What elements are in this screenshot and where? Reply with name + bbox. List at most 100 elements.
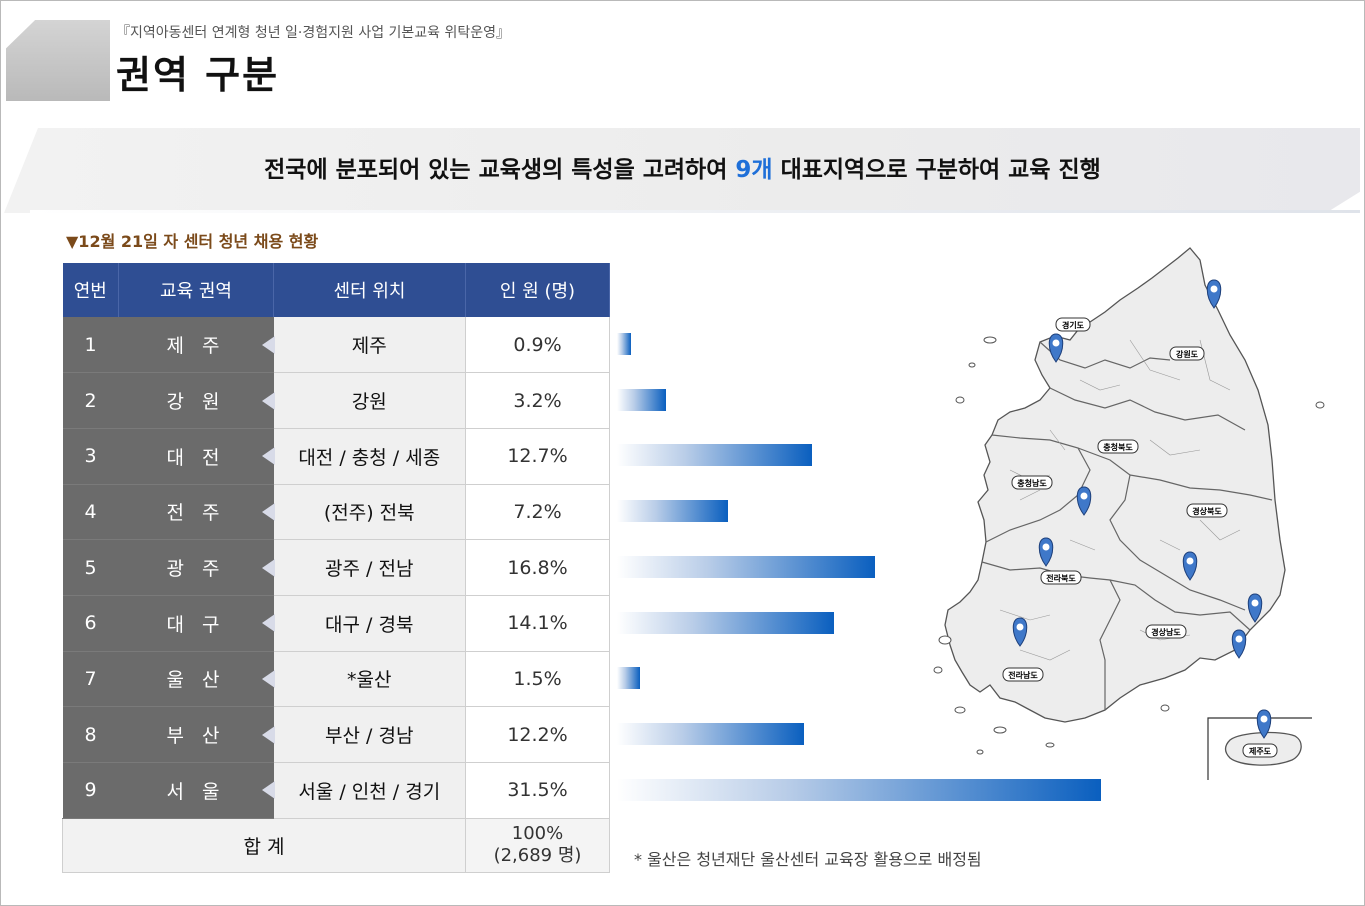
percentage-bar [617, 444, 813, 467]
table-row: 2 강 원 강원 3.2% [62, 372, 610, 429]
row-number: 3 [62, 428, 119, 485]
row-region: 울 산 [118, 651, 275, 708]
row-number: 5 [62, 539, 119, 596]
islands [933, 336, 1325, 755]
row-number: 9 [62, 762, 119, 819]
row-notch [261, 558, 275, 577]
row-region: 대 전 [118, 428, 275, 485]
table-row: 7 울 산 *울산 1.5% [62, 651, 610, 708]
row-region: 강 원 [118, 372, 275, 429]
location-pin-icon [1256, 709, 1272, 739]
row-center: 서울 / 인천 / 경기 [273, 762, 466, 819]
row-notch [261, 725, 275, 744]
section-title: ▼12월 21일 자 센터 청년 채용 현황 [66, 232, 319, 251]
label-jeonnam: 전라남도 [1008, 670, 1038, 680]
row-center: 부산 / 경남 [273, 706, 466, 763]
row-center: (전주) 전북 [273, 484, 466, 541]
percentage-bar [617, 667, 641, 690]
header-no: 연번 [62, 263, 119, 317]
row-region: 대 구 [118, 595, 275, 652]
percentage-bar [617, 500, 728, 523]
label-gangwon: 강원도 [1176, 349, 1199, 359]
row-notch [261, 614, 275, 633]
table-row: 5 광 주 광주 / 전남 16.8% [62, 539, 610, 596]
location-pin-icon [1206, 279, 1222, 309]
row-number: 6 [62, 595, 119, 652]
row-region-label: 서 울 [166, 780, 226, 803]
percentage-bar [617, 555, 876, 578]
row-region-label: 전 주 [166, 502, 226, 525]
province-borders [981, 341, 1273, 710]
header-people: 인 원 (명) [465, 263, 610, 317]
row-people: 16.8% [465, 539, 610, 596]
row-people: 31.5% [465, 762, 610, 819]
mainland-outline [944, 247, 1286, 723]
row-people: 7.2% [465, 484, 610, 541]
region-labels: 경기도 강원도 충청북도 충청남도 경상북도 전라북도 경상남도 전라남도 제주… [1002, 317, 1278, 758]
total-value: 100% (2,689 명) [465, 817, 610, 873]
header-tab-decoration [6, 20, 110, 101]
row-region-label: 울 산 [166, 669, 226, 692]
label-gyeongnam: 경상남도 [1151, 627, 1181, 637]
row-notch [261, 335, 275, 354]
row-people: 0.9% [465, 317, 610, 374]
total-row: 합 계 100% (2,689 명) [62, 817, 610, 873]
row-center: *울산 [273, 651, 466, 708]
row-number: 2 [62, 372, 119, 429]
row-center: 광주 / 전남 [273, 539, 466, 596]
row-notch [261, 781, 275, 800]
percentage-bar [617, 722, 805, 745]
row-region: 서 울 [118, 762, 275, 819]
page-title: 권역 구분 [116, 53, 280, 97]
row-region: 제 주 [118, 317, 275, 374]
location-pin-icon [1048, 333, 1064, 363]
table-row: 3 대 전 대전 / 충청 / 세종 12.7% [62, 428, 610, 485]
percentage-bar [617, 388, 667, 411]
row-center: 대전 / 충청 / 세종 [273, 428, 466, 485]
row-center: 대구 / 경북 [273, 595, 466, 652]
location-pin-icon [1012, 617, 1028, 647]
row-number: 1 [62, 317, 119, 374]
row-region: 전 주 [118, 484, 275, 541]
row-region: 부 산 [118, 706, 275, 763]
table-row: 1 제 주 제주 0.9% [62, 317, 610, 374]
row-region-label: 강 원 [166, 391, 226, 414]
row-notch [261, 391, 275, 410]
row-region-label: 대 구 [166, 613, 226, 636]
korea-map: 경기도 강원도 충청북도 충청남도 경상북도 전라북도 경상남도 전라남도 제주… [933, 247, 1325, 780]
table-row: 6 대 구 대구 / 경북 14.1% [62, 595, 610, 652]
row-center: 제주 [273, 317, 466, 374]
row-region-label: 대 전 [166, 446, 226, 469]
row-people: 1.5% [465, 651, 610, 708]
row-people: 12.2% [465, 706, 610, 763]
row-number: 8 [62, 706, 119, 763]
percentage-bar [617, 778, 1101, 801]
row-people: 12.7% [465, 428, 610, 485]
map-land [944, 247, 1302, 766]
label-jeonbuk: 전라북도 [1046, 573, 1076, 583]
table-row: 9 서 울 서울 / 인천 / 경기 31.5% [62, 762, 610, 819]
row-number: 4 [62, 484, 119, 541]
total-label: 합 계 [62, 817, 466, 873]
table-row: 8 부 산 부산 / 경남 12.2% [62, 706, 610, 763]
row-notch [261, 669, 275, 688]
summary-banner [4, 128, 1360, 213]
header-region: 교육 권역 [118, 263, 274, 317]
summary-text: 전국에 분포되어 있는 교육생의 특성을 고려하여 9개 대표지역으로 구분하여… [0, 150, 1365, 184]
summary-text-before: 전국에 분포되어 있는 교육생의 특성을 고려하여 [264, 157, 736, 183]
location-pin-icon [1247, 593, 1263, 623]
header-center: 센터 위치 [273, 263, 466, 317]
jeju-inset-frame [1207, 717, 1312, 780]
row-people: 3.2% [465, 372, 610, 429]
label-jeju: 제주도 [1249, 746, 1272, 756]
summary-highlight: 9개 [735, 157, 773, 183]
row-people: 14.1% [465, 595, 610, 652]
row-notch [261, 447, 275, 466]
row-number: 7 [62, 651, 119, 708]
percentage-bar [617, 611, 834, 634]
label-chungnam: 충청남도 [1017, 478, 1047, 488]
label-chungbuk: 충청북도 [1103, 442, 1133, 452]
total-count: (2,689 명) [493, 845, 582, 867]
location-pin-icon [1182, 551, 1198, 581]
location-pin-icon [1076, 486, 1092, 516]
